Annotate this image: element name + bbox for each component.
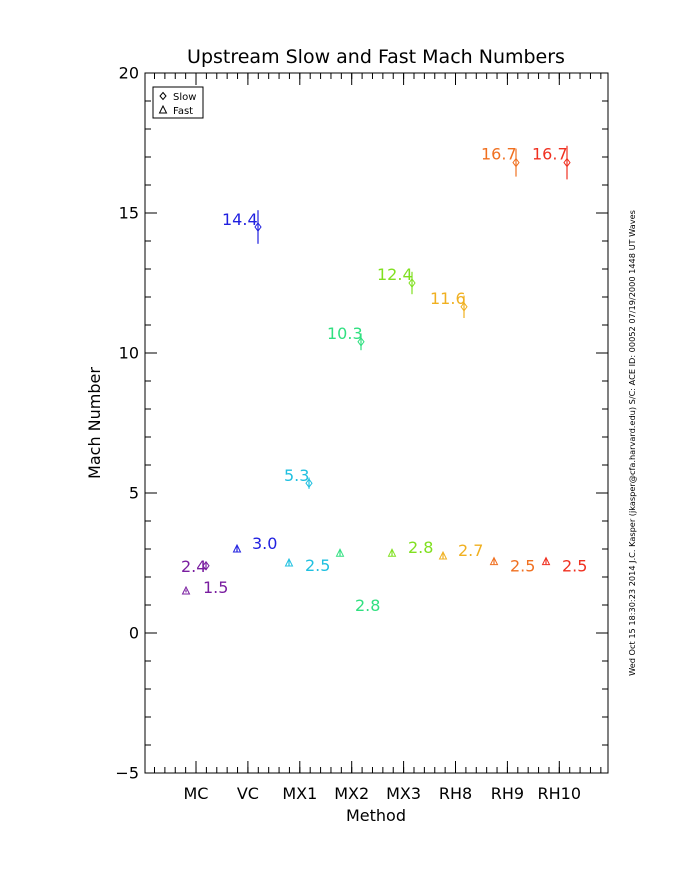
diamond-marker xyxy=(512,157,520,168)
data-label: 2.5 xyxy=(305,556,330,575)
side-annotation: Wed Oct 15 18:30:23 2014 J.C. Kasper (jk… xyxy=(627,210,637,676)
triangle-marker xyxy=(284,557,294,567)
y-tick-label: 10 xyxy=(119,344,139,363)
plot-frame xyxy=(144,72,609,774)
x-axis: MC VC MX1 MX2 MX3 RH8 RH9 RH10 xyxy=(154,73,602,803)
diamond-marker xyxy=(202,560,210,571)
diamond-marker xyxy=(305,478,313,489)
fast-point-rh10: 2.5 xyxy=(541,556,587,576)
x-tick-label: MX2 xyxy=(334,784,369,803)
slow-point-mc: 2.4 xyxy=(181,557,210,576)
data-label: 16.7 xyxy=(532,145,568,164)
diamond-marker xyxy=(254,222,262,232)
triangle-marker xyxy=(489,556,499,566)
data-label: 1.5 xyxy=(203,578,228,597)
data-label: 10.3 xyxy=(327,324,363,343)
triangle-marker xyxy=(387,548,397,557)
data-label: 14.4 xyxy=(222,210,258,229)
data-label: 2.5 xyxy=(510,557,535,576)
slow-point-vc: 14.4 xyxy=(222,210,262,244)
triangle-marker xyxy=(335,548,345,557)
legend-triangle-icon xyxy=(158,104,168,114)
fast-point-mx1: 2.5 xyxy=(284,556,330,575)
x-tick-label: MC xyxy=(184,784,209,803)
legend-label-fast: Fast xyxy=(173,106,193,117)
diamond-marker xyxy=(408,278,416,288)
triangle-marker xyxy=(181,585,191,595)
y-axis: −5 0 5 10 15 20 xyxy=(115,64,608,783)
diamond-marker xyxy=(563,157,571,168)
triangle-marker xyxy=(232,543,242,553)
legend: Slow Fast xyxy=(152,86,204,119)
data-label: 12.4 xyxy=(377,265,413,284)
y-tick-label: −5 xyxy=(115,764,139,783)
triangle-marker xyxy=(541,556,551,566)
x-tick-label: VC xyxy=(237,784,259,803)
slow-point-mx3: 12.4 xyxy=(377,265,416,295)
data-label: 2.8 xyxy=(355,596,380,615)
fast-point-vc: 3.0 xyxy=(232,534,277,553)
data-label: 2.5 xyxy=(562,557,587,576)
chart-title: Upstream Slow and Fast Mach Numbers xyxy=(187,46,565,68)
slow-point-rh9: 16.7 xyxy=(481,145,520,177)
slow-point-mx2: 10.3 xyxy=(327,324,365,351)
fast-point-rh8: 2.7 xyxy=(438,541,483,560)
data-label: 3.0 xyxy=(252,534,277,553)
diamond-marker xyxy=(460,301,468,312)
data-label: 16.7 xyxy=(481,145,517,164)
y-tick-label: 15 xyxy=(119,204,139,223)
data-label: 11.6 xyxy=(430,289,466,308)
data-points: 2.4 14.4 5.3 10.3 12.4 11.6 16.7 16.7 1.5 3.0 2.5 2… xyxy=(181,145,587,616)
y-tick-label: 0 xyxy=(129,624,139,643)
triangle-marker xyxy=(438,550,448,560)
fast-point-rh9: 2.5 xyxy=(489,556,535,576)
y-tick-label: 5 xyxy=(129,484,139,503)
data-label: 2.7 xyxy=(458,541,483,560)
fast-point-mx2: 2.8 xyxy=(335,548,380,615)
slow-point-mx1: 5.3 xyxy=(284,466,313,489)
x-tick-label: RH10 xyxy=(538,784,582,803)
x-tick-label: RH8 xyxy=(439,784,472,803)
legend-diamond-icon xyxy=(159,91,167,101)
x-tick-label: MX3 xyxy=(386,784,421,803)
y-axis-label: Mach Number xyxy=(85,367,104,479)
slow-point-rh8: 11.6 xyxy=(430,289,468,318)
data-label: 2.8 xyxy=(408,538,433,557)
x-axis-label: Method xyxy=(346,806,406,825)
slow-point-rh10: 16.7 xyxy=(532,145,571,180)
fast-point-mx3: 2.8 xyxy=(387,538,433,557)
x-tick-label: RH9 xyxy=(491,784,524,803)
legend-label-slow: Slow xyxy=(173,92,196,103)
x-tick-label: MX1 xyxy=(282,784,317,803)
y-tick-label: 20 xyxy=(119,64,139,83)
data-label: 2.4 xyxy=(181,557,206,576)
diamond-marker xyxy=(357,336,365,347)
fast-point-mc: 1.5 xyxy=(181,578,228,597)
data-label: 5.3 xyxy=(284,466,309,485)
